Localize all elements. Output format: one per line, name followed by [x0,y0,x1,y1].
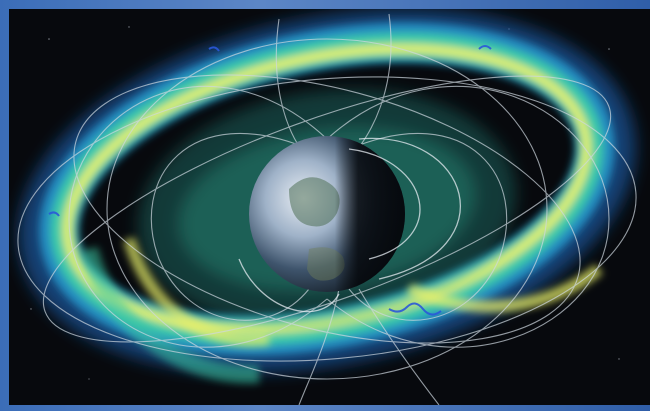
radiation-belt-image [9,9,650,405]
earth-icon [249,136,405,292]
magnetic-field-lines [17,13,637,405]
stars [30,26,620,380]
foreground-field-lines [238,137,461,313]
scene-svg [17,9,637,405]
